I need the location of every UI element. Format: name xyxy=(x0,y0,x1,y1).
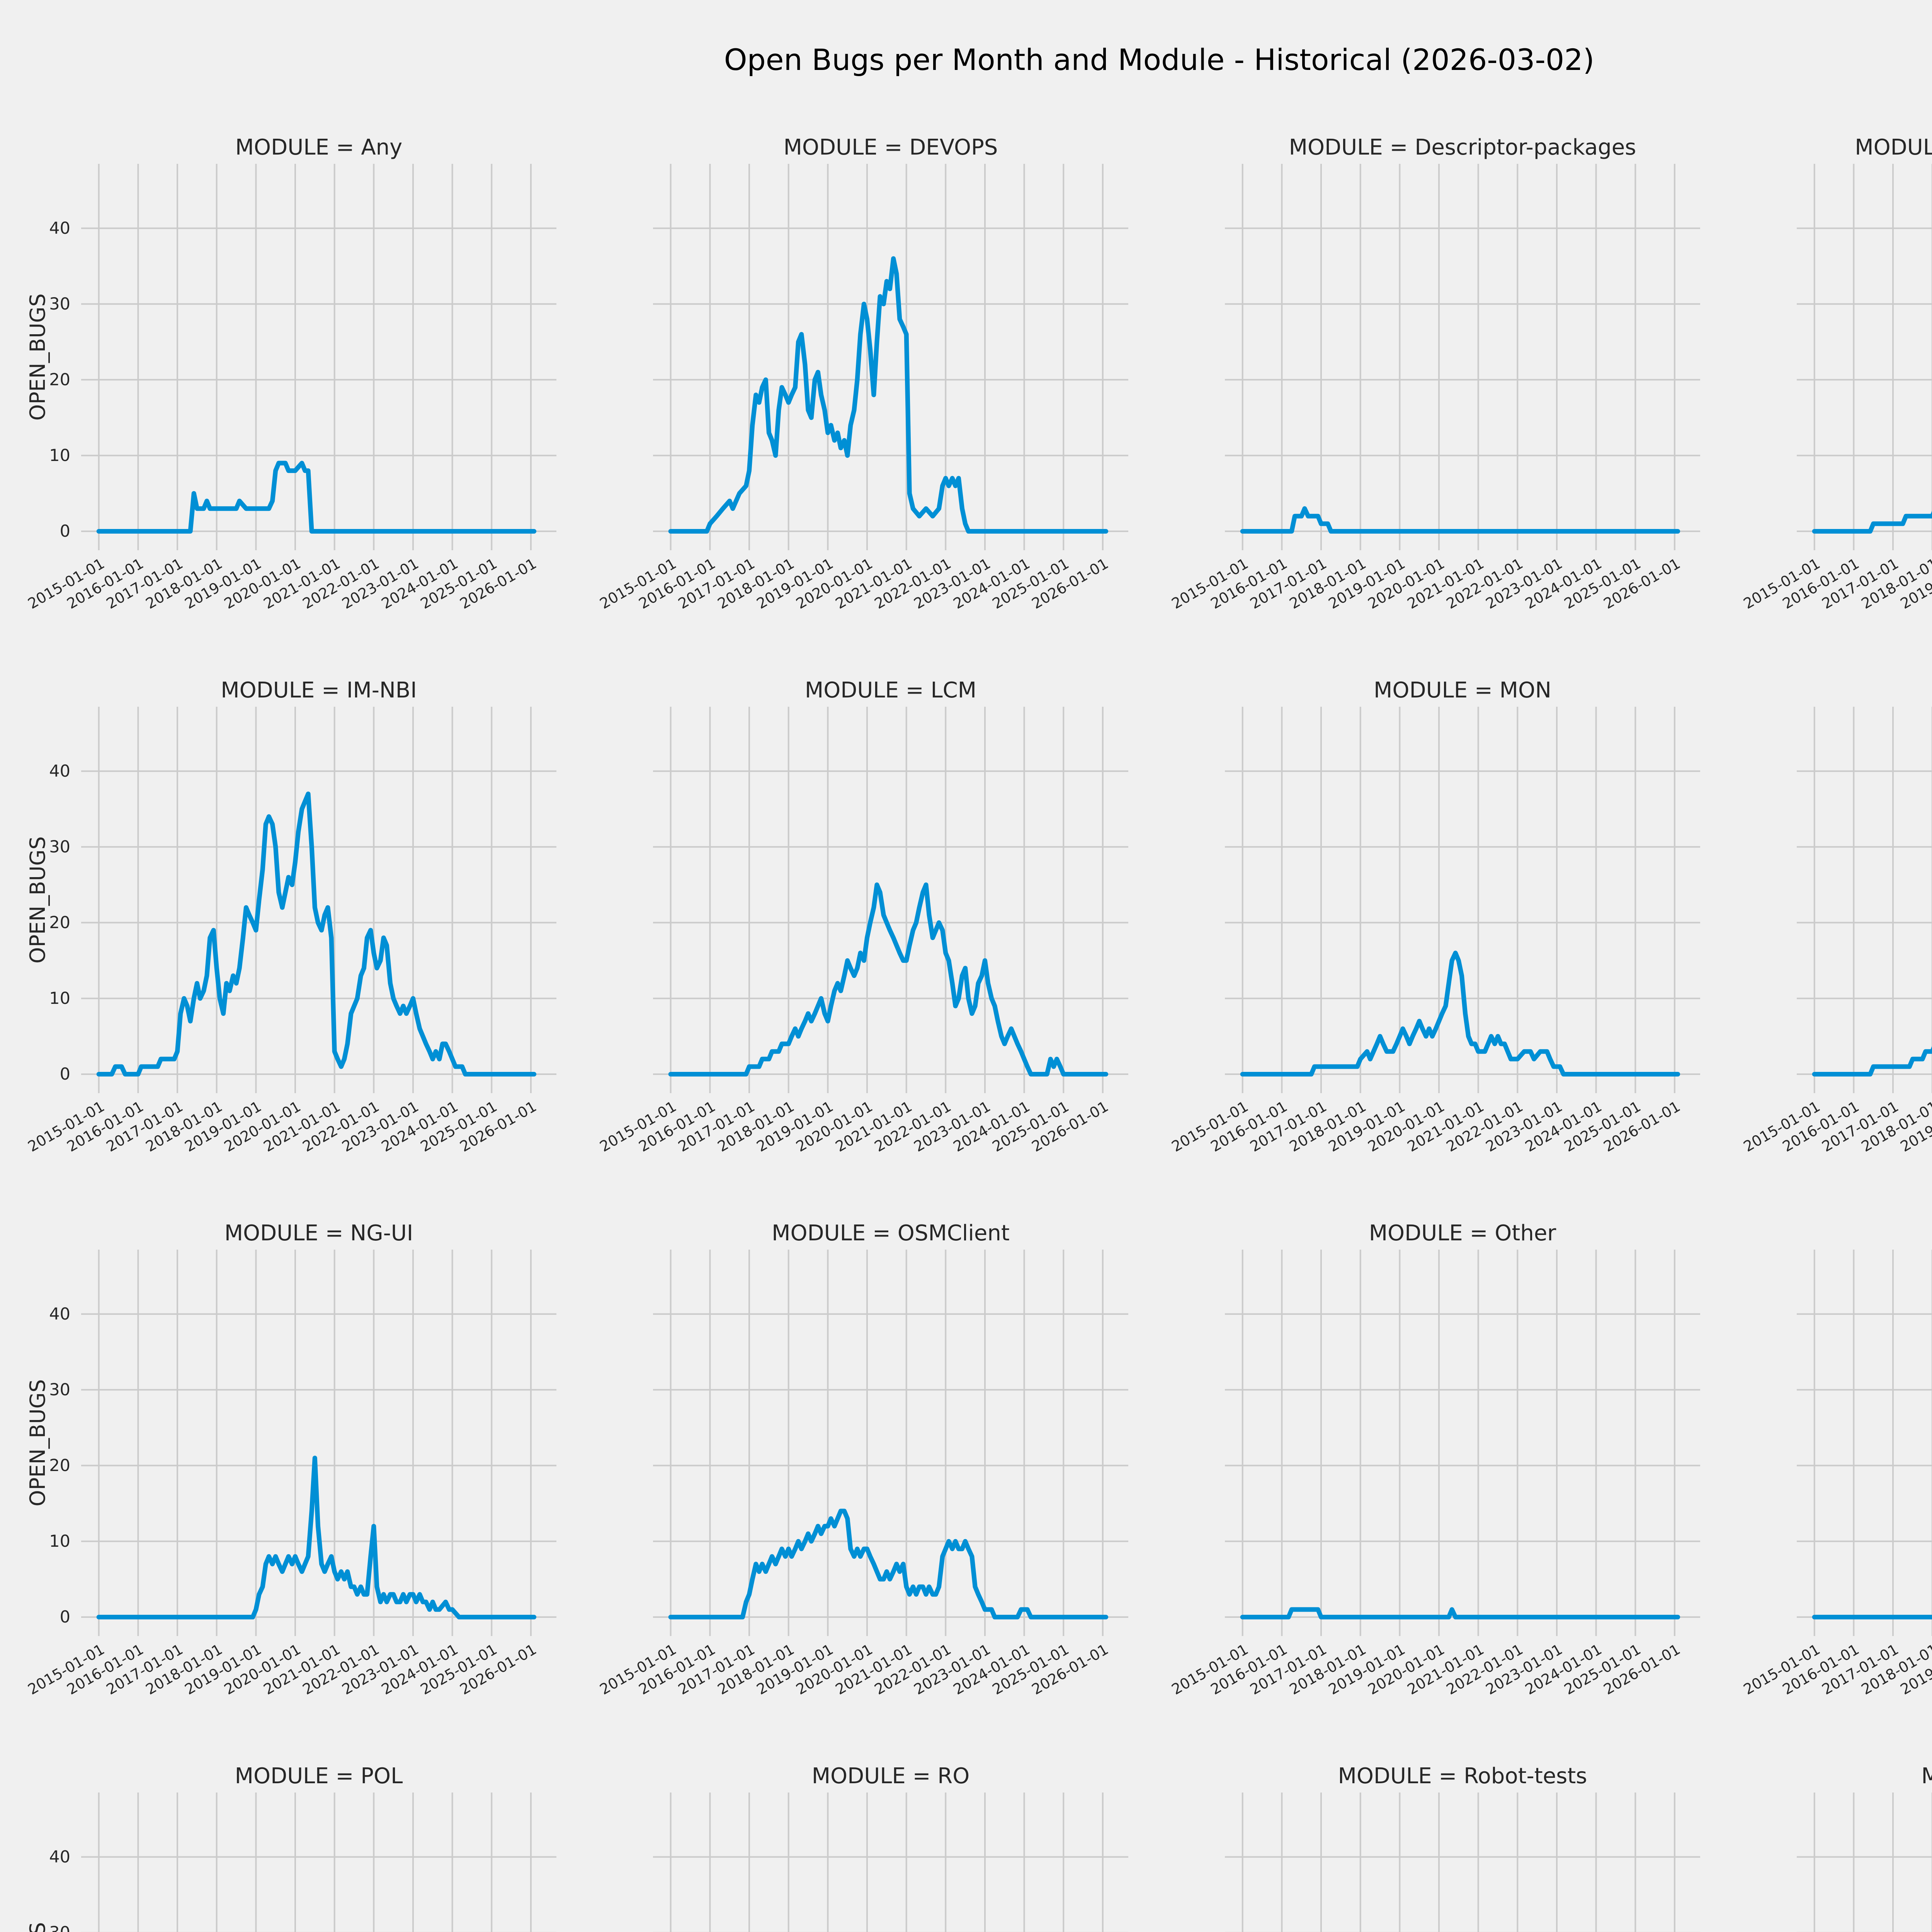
facet-n2vc: MODULE = N2VC2015-01-012016-01-012017-01… xyxy=(1731,678,1932,1221)
facet-title: MODULE = OSMClient xyxy=(772,1221,1010,1246)
open-bugs-line xyxy=(668,256,1109,534)
facet-lcm: MODULE = LCM 2015-01-01 2016-01-01 2017-01-… xyxy=(587,678,1159,1221)
facet-plot xyxy=(81,164,556,550)
facet-plot xyxy=(653,707,1128,1093)
y-tick-label: 20 xyxy=(49,913,70,932)
gridlines xyxy=(81,707,556,1093)
facet-title: MODULE = MON xyxy=(1374,678,1551,703)
y-tick-label: 40 xyxy=(49,219,70,238)
gridlines xyxy=(1797,1250,1932,1636)
facet-plot xyxy=(653,1793,1128,1932)
facet-grid: OPEN_BUGS 0 10 20 30 40 MODULE = Any 2015-01-01… xyxy=(15,135,1932,1932)
facet-title: MODULE = DEVOPS xyxy=(783,135,998,160)
facet-plot xyxy=(81,707,556,1093)
gridlines xyxy=(653,707,1128,1093)
gridlines xyxy=(653,164,1128,550)
y-tick-label: 0 xyxy=(60,522,70,541)
y-tick-label: 0 xyxy=(60,1065,70,1084)
facet-plot xyxy=(1797,1250,1932,1636)
facet-title: MODULE = NG-UI xyxy=(224,1221,413,1246)
facet-title: MODULE = POL xyxy=(235,1764,403,1789)
open-bugs-line xyxy=(96,1456,537,1619)
facet-im-nbi: OPEN_BUGS 0 10 20 30 40 MODULE = IM-NBI 2015-01… xyxy=(15,678,587,1221)
gridlines xyxy=(1797,1793,1932,1932)
y-tick-label: 20 xyxy=(49,1456,70,1475)
facet-descriptor-packages: MODULE = Descriptor-packages 2015-01-01 20… xyxy=(1159,135,1731,678)
y-tick-label: 10 xyxy=(49,446,70,465)
facet-plot xyxy=(1225,164,1700,550)
facet-devops: MODULE = DEVOPS 2015-01-01 2016-01-01 2017-… xyxy=(587,135,1159,678)
y-tick-label: 0 xyxy=(60,1607,70,1627)
facet-plot xyxy=(1225,1250,1700,1636)
facet-title: MODULE = N2VC xyxy=(1797,678,1932,703)
y-tick-label: 30 xyxy=(49,1380,70,1400)
gridlines xyxy=(1225,164,1700,550)
facet-title: MODULE = Any xyxy=(235,135,403,160)
facet-plot xyxy=(653,1250,1128,1636)
open-bugs-line xyxy=(668,1509,1109,1619)
facet-title: MODULE = Robot-tests xyxy=(1338,1764,1587,1789)
facet-unknown: MODULE = Unknown2015-01-012016-01-012017… xyxy=(1731,1764,1932,1932)
y-tick-label: 30 xyxy=(15,1923,70,1932)
facet-title: MODULE = Unknown xyxy=(1921,1764,1932,1789)
facet-pla: MODULE = PLA2015-01-012016-01-012017-01-… xyxy=(1731,1221,1932,1764)
facet-title: MODULE = Other xyxy=(1369,1221,1556,1246)
y-tick-label: 40 xyxy=(49,1847,70,1867)
gridlines xyxy=(81,1793,556,1932)
gridlines xyxy=(1225,1793,1700,1932)
facet-plot xyxy=(1225,1793,1700,1932)
facet-plot xyxy=(1225,707,1700,1093)
gridlines xyxy=(1225,1250,1700,1636)
facet-robot-tests: MODULE = Robot-tests2015-01-012016-01-01… xyxy=(1159,1764,1731,1932)
gridlines xyxy=(653,1250,1128,1636)
facet-other: MODULE = Other 2015-01-01 2016-01-01 2017-0… xyxy=(1159,1221,1731,1764)
y-tick-label: 30 xyxy=(49,837,70,857)
facet-plot xyxy=(1797,1793,1932,1932)
y-tick-label: 10 xyxy=(49,1532,70,1551)
facet-any: OPEN_BUGS 0 10 20 30 40 MODULE = Any 2015-01-01… xyxy=(15,135,587,678)
open-bugs-line xyxy=(1240,951,1680,1077)
open-bugs-line xyxy=(96,461,537,534)
y-tick-label: 10 xyxy=(49,989,70,1008)
facet-title: MODULE = Descriptor-packages xyxy=(1289,135,1636,160)
facet-ro: MODULE = RO2015-01-012016-01-012017-01-0… xyxy=(587,1764,1159,1932)
open-bugs-line xyxy=(96,791,537,1077)
y-tick-label: 40 xyxy=(49,762,70,781)
y-tick-label: 30 xyxy=(49,294,70,314)
facet-osmclient: MODULE = OSMClient 2015-01-01 2016-01-01 20… xyxy=(587,1221,1159,1764)
open-bugs-line xyxy=(1240,506,1680,534)
facet-title: MODULE = LCM xyxy=(804,678,977,703)
facet-ng-ui: OPEN_BUGS 0 10 20 30 40 MODULE = NG-UI 2015-01-… xyxy=(15,1221,587,1764)
gridlines xyxy=(1797,707,1932,1093)
facet-mon: MODULE = MON 2015-01-01 2016-01-01 2017-01-… xyxy=(1159,678,1731,1221)
facet-documentation-wiki: MODULE = Documentation / Wiki2015-01-012… xyxy=(1731,135,1932,678)
gridlines xyxy=(1797,164,1932,550)
facet-plot xyxy=(653,164,1128,550)
facet-plot xyxy=(81,1793,556,1932)
facet-plot xyxy=(1797,164,1932,550)
y-tick-label: 40 xyxy=(49,1304,70,1324)
facet-title: MODULE = Documentation / Wiki xyxy=(1855,135,1932,160)
gridlines xyxy=(81,1250,556,1636)
gridlines xyxy=(653,1793,1128,1932)
open-bugs-line xyxy=(1240,1607,1680,1619)
open-bugs-line xyxy=(1812,1615,1932,1619)
open-bugs-line xyxy=(1812,510,1932,534)
facet-title: MODULE = PLA xyxy=(1797,1221,1932,1246)
y-tick-label: 20 xyxy=(49,370,70,389)
facet-plot xyxy=(81,1250,556,1636)
open-bugs-line xyxy=(1812,1046,1932,1077)
open-bugs-line xyxy=(668,882,1109,1077)
facet-title: MODULE = RO xyxy=(811,1764,970,1789)
gridlines xyxy=(1225,707,1700,1093)
facet-title: MODULE = IM-NBI xyxy=(221,678,417,703)
facet-plot xyxy=(1797,707,1932,1093)
gridlines xyxy=(81,164,556,550)
figure-title: Open Bugs per Month and Module - Histori… xyxy=(724,43,1595,77)
